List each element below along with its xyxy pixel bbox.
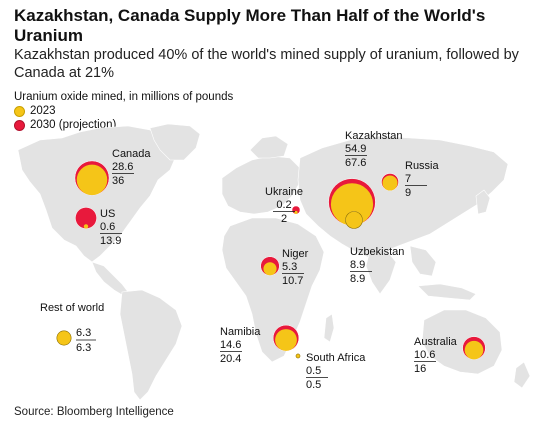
label-2023-uzbekistan: 8.9 [350, 259, 365, 271]
label-name-ukraine: Ukraine [265, 186, 303, 198]
bubble-2023-kazakhstan [330, 183, 374, 226]
label-2023-namibia: 14.6 [220, 339, 241, 351]
bubble-2023-namibia [275, 329, 297, 351]
bubble-layer [56, 160, 486, 360]
bubble-2023-canada [76, 164, 108, 196]
legend-label-2030: 2030 (projection) [30, 119, 117, 131]
label-2023-rest-of-world: 6.3 [76, 327, 91, 339]
label-2023-canada: 28.6 [112, 161, 133, 173]
label-2030-ukraine: 2 [281, 213, 287, 225]
label-2023-australia: 10.6 [414, 349, 435, 361]
label-2030-uzbekistan: 8.9 [350, 273, 365, 285]
bubble-2023-ukraine [294, 210, 298, 215]
indonesia-shape [417, 283, 477, 301]
europe-shape [221, 155, 301, 215]
label-2030-south-africa: 0.5 [306, 379, 321, 391]
india-shape [365, 249, 397, 295]
label-2030-niger: 10.7 [282, 275, 303, 287]
label-2023-ukraine: 0.2 [276, 199, 291, 211]
chart-title: Kazakhstan, Canada Supply More Than Half… [14, 6, 486, 45]
label-name-australia: Australia [414, 336, 458, 348]
legend-title: Uranium oxide mined, in millions of poun… [14, 91, 234, 103]
label-2023-south-africa: 0.5 [306, 365, 321, 377]
bubble-2023-south-africa [295, 353, 301, 359]
label-2023-russia: 7 [405, 173, 411, 185]
label-name-kazakhstan: Kazakhstan [345, 130, 402, 142]
australia-shape [421, 309, 503, 375]
label-name-uzbekistan: Uzbekistan [350, 246, 404, 258]
legend-swatch-2030 [14, 119, 25, 131]
legend-item-2023: 2023 [14, 104, 56, 118]
label-rest-of-world: Rest of world 6.3 6.3 [40, 302, 104, 354]
bubble-2023-australia [464, 340, 484, 360]
southeast-asia-shape [409, 245, 437, 277]
central-america-shape [91, 261, 129, 297]
bubble-2023-uzbekistan [345, 211, 363, 229]
chart-subtitle: Kazakhstan produced 40% of the world's m… [14, 47, 519, 81]
new-zealand-shape [513, 361, 531, 389]
label-name-rest-of-world: Rest of world [40, 302, 104, 314]
legend-swatch-2023 [14, 105, 25, 117]
label-2023-niger: 5.3 [282, 261, 297, 273]
bubble-2030-ukraine [291, 205, 301, 215]
label-2023-us: 0.6 [100, 221, 115, 233]
label-2030-russia: 9 [405, 187, 411, 199]
label-name-namibia: Namibia [220, 326, 261, 338]
bubble-2023-us [83, 224, 89, 229]
label-2030-kazakhstan: 67.6 [345, 157, 366, 169]
label-us: US0.6 13.9 [100, 208, 122, 247]
legend-label-2023: 2023 [30, 105, 56, 117]
source-note: Source: Bloomberg Intelligence [14, 406, 174, 418]
greenland-shape [149, 123, 201, 161]
land-masses [17, 123, 531, 401]
bubble-2023-russia [382, 175, 398, 191]
label-name-south-africa: South Africa [306, 352, 366, 364]
madagascar-shape [323, 313, 335, 343]
bubble-2023-niger [263, 262, 277, 276]
label-2030-rest-of-world: 6.3 [76, 342, 91, 354]
bubble-2030-us [75, 207, 97, 229]
scandinavia-shape [249, 135, 289, 159]
label-2030-namibia: 20.4 [220, 353, 241, 365]
south-america-shape [119, 289, 183, 401]
label-name-russia: Russia [405, 160, 440, 172]
label-2030-us: 13.9 [100, 235, 121, 247]
label-name-niger: Niger [282, 248, 309, 260]
label-2030-canada: 36 [112, 175, 124, 187]
label-name-canada: Canada [112, 148, 151, 160]
label-2030-australia: 16 [414, 363, 426, 375]
bubble-2023-rest-of-world [56, 330, 72, 346]
label-2023-kazakhstan: 54.9 [345, 143, 366, 155]
legend-item-2030: 2030 (projection) [14, 118, 116, 132]
japan-shape [475, 189, 491, 215]
label-name-us: US [100, 208, 115, 220]
